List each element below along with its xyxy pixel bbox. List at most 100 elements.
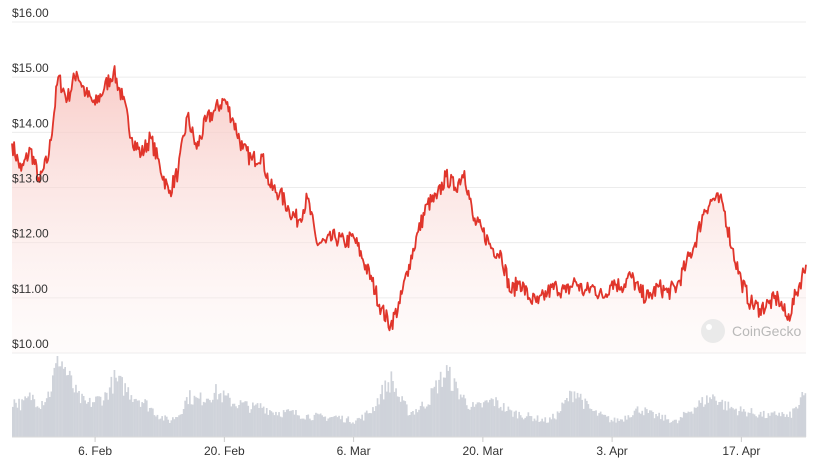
volume-bar	[478, 402, 480, 437]
volume-bar	[516, 418, 519, 437]
volume-bar	[122, 395, 125, 437]
volume-bar	[626, 419, 628, 437]
volume-bar	[329, 417, 331, 437]
volume-bar	[239, 400, 242, 437]
volume-bar	[602, 414, 605, 437]
volume-bar	[35, 407, 37, 437]
volume-bar	[436, 393, 439, 437]
volume-bar	[162, 420, 165, 437]
volume-bar	[630, 417, 633, 437]
volume-bar	[570, 391, 573, 437]
volume-bar	[364, 412, 367, 437]
volume-bar	[253, 405, 256, 437]
volume-bar	[105, 392, 108, 437]
volume-bar	[619, 419, 622, 437]
volume-bar	[367, 413, 370, 437]
volume-bar	[742, 409, 745, 437]
volume-bar	[558, 412, 560, 437]
volume-bar	[559, 411, 562, 437]
volume-bar	[104, 392, 106, 437]
volume-bar	[455, 381, 457, 437]
price-line	[11, 65, 807, 332]
volume-bar	[236, 408, 239, 437]
volume-bar	[176, 417, 179, 437]
volume-bar	[798, 405, 800, 437]
volume-bar	[545, 422, 548, 437]
volume-bar	[476, 402, 479, 437]
volume-bar	[341, 415, 343, 437]
volume-bar	[390, 371, 393, 437]
volume-bar	[73, 392, 76, 437]
volume-bar	[479, 403, 482, 437]
volume-bar	[726, 410, 728, 437]
volume-bar	[441, 386, 443, 437]
volume-bar	[439, 371, 442, 437]
volume-bar	[770, 412, 773, 437]
volume-bar	[670, 422, 673, 437]
volume-bar	[430, 388, 433, 437]
volume-bar	[379, 394, 382, 437]
volume-bar	[613, 417, 616, 437]
volume-bar	[732, 408, 734, 437]
volume-bar	[50, 391, 53, 437]
volume-bar	[445, 365, 448, 437]
volume-bar	[419, 406, 422, 437]
volume-bar	[64, 367, 66, 437]
volume-bar	[644, 407, 647, 437]
volume-bar	[524, 417, 527, 437]
volume-bar	[750, 408, 753, 437]
volume-bar	[202, 401, 205, 437]
volume-bar	[595, 410, 597, 437]
volume-bar	[492, 399, 494, 437]
volume-bar	[627, 415, 630, 437]
volume-bar	[675, 419, 677, 437]
volume-bar	[410, 412, 413, 437]
volume-bar	[535, 420, 537, 437]
volume-bar	[125, 392, 128, 437]
volume-bar	[372, 407, 374, 437]
volume-bar	[547, 422, 550, 437]
volume-bar	[553, 418, 556, 437]
volume-bar	[569, 390, 571, 437]
y-tick-label: $14.00	[12, 116, 49, 130]
volume-bar	[638, 412, 640, 437]
volume-bar	[336, 417, 339, 437]
volume-bar	[185, 397, 188, 437]
volume-bar	[716, 404, 719, 437]
volume-bar	[618, 421, 620, 437]
volume-bar	[487, 402, 490, 437]
volume-bar	[629, 417, 631, 437]
volume-bar	[362, 420, 365, 437]
volume-bar	[539, 421, 542, 437]
x-tick-label: 6. Mar	[337, 444, 371, 458]
volume-bar	[256, 403, 259, 437]
volume-bar	[475, 404, 477, 437]
volume-bar	[485, 400, 488, 437]
volume-bar	[261, 407, 263, 437]
volume-bar	[442, 377, 445, 437]
volume-bar	[653, 418, 656, 437]
volume-bar	[119, 375, 122, 437]
volume-bar	[707, 402, 710, 437]
volume-bar	[604, 414, 607, 437]
volume-bar	[579, 393, 582, 437]
volume-bar	[459, 394, 462, 437]
volume-bar	[729, 408, 731, 437]
volume-bar	[298, 415, 300, 437]
volume-bar	[38, 407, 40, 437]
volume-bar	[541, 418, 543, 437]
volume-bar	[470, 406, 473, 437]
volume-bar	[210, 402, 213, 437]
volume-bar	[572, 402, 574, 437]
volume-bar	[55, 363, 57, 437]
volume-bar	[662, 420, 665, 437]
volume-bar	[215, 384, 217, 437]
volume-bar	[349, 422, 351, 437]
volume-bar	[501, 410, 503, 437]
volume-bar	[396, 396, 399, 437]
volume-bar	[529, 416, 531, 437]
volume-bar	[433, 386, 436, 437]
volume-bar	[290, 410, 293, 437]
volume-bar	[269, 410, 271, 437]
volume-bar	[229, 397, 231, 437]
